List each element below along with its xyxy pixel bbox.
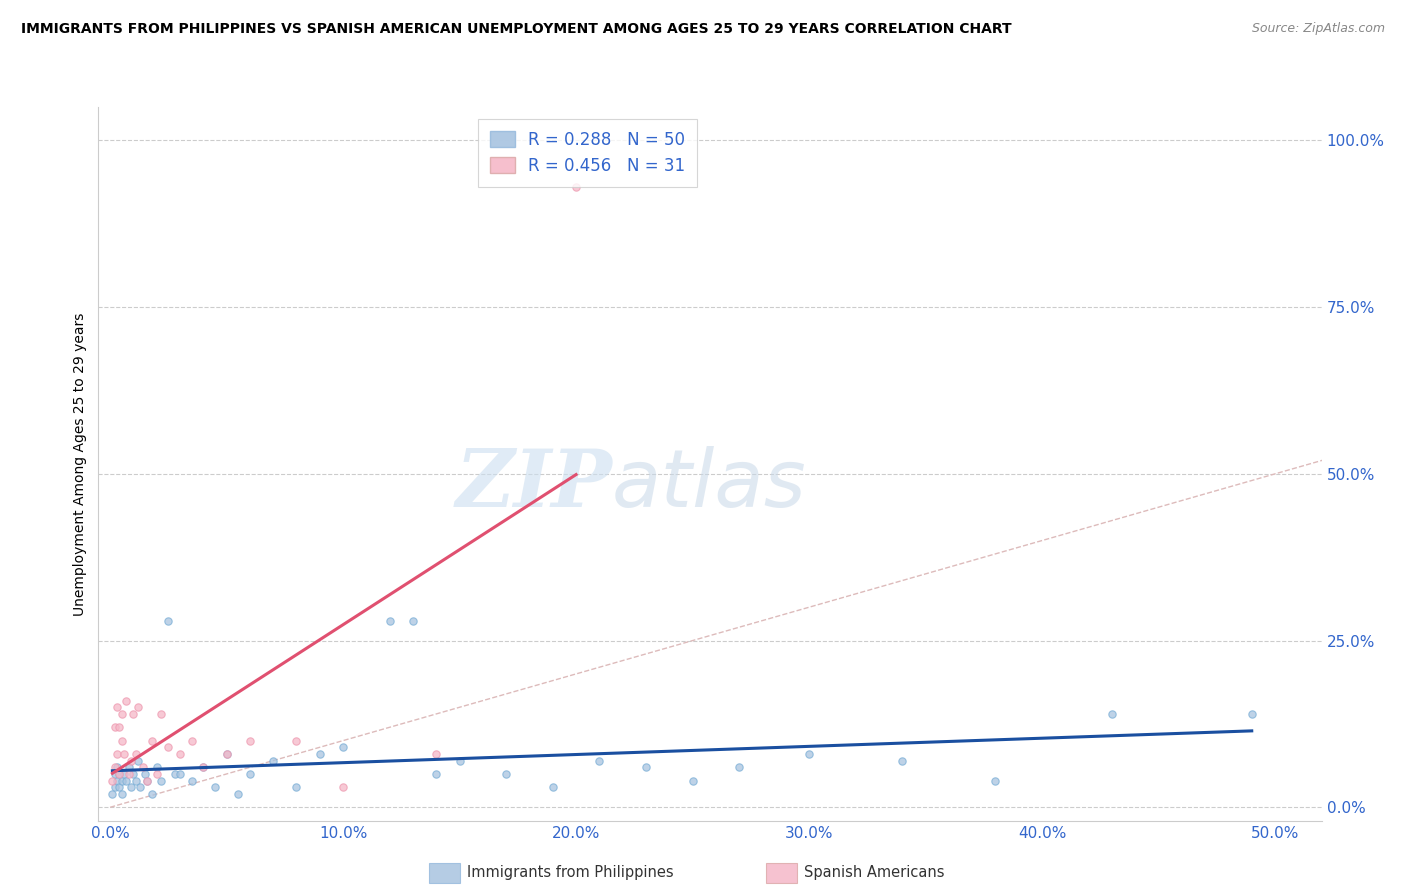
Point: [111, 706, 134, 721]
Point: [127, 754, 149, 768]
Point: [122, 767, 145, 781]
Point: [165, 767, 187, 781]
Point: [111, 733, 134, 747]
Point: [118, 760, 141, 774]
Point: [125, 747, 148, 761]
Point: [239, 767, 262, 781]
Point: [111, 773, 134, 788]
Point: [157, 740, 180, 755]
Point: [169, 767, 191, 781]
Point: [193, 760, 215, 774]
Point: [136, 773, 159, 788]
Point: [682, 773, 704, 788]
Point: [285, 780, 308, 795]
Point: [891, 754, 914, 768]
Point: [332, 780, 354, 795]
Point: [105, 773, 128, 788]
Point: [984, 773, 1007, 788]
Point: [239, 733, 262, 747]
Point: [495, 767, 517, 781]
Legend: R = 0.288   N = 50, R = 0.456   N = 31: R = 0.288 N = 50, R = 0.456 N = 31: [478, 119, 697, 186]
Point: [150, 773, 173, 788]
Point: [541, 780, 564, 795]
Point: [1101, 706, 1123, 721]
Point: [108, 720, 131, 734]
Point: [157, 614, 180, 628]
Text: Spanish Americans: Spanish Americans: [804, 865, 945, 880]
Point: [332, 740, 354, 755]
Point: [141, 787, 163, 801]
Point: [215, 747, 238, 761]
Point: [145, 767, 167, 781]
Point: [104, 767, 127, 781]
Point: [215, 747, 238, 761]
Point: [136, 773, 159, 788]
Point: [226, 787, 249, 801]
Point: [120, 780, 142, 795]
Point: [105, 747, 128, 761]
Point: [108, 780, 131, 795]
Point: [449, 754, 471, 768]
Point: [112, 767, 135, 781]
Point: [125, 773, 148, 788]
Text: ZIP: ZIP: [456, 447, 612, 524]
Point: [262, 754, 284, 768]
Point: [728, 760, 751, 774]
Point: [111, 787, 134, 801]
Point: [565, 180, 588, 194]
Point: [1240, 706, 1263, 721]
Point: [180, 773, 202, 788]
Point: [105, 700, 128, 714]
Point: [134, 767, 156, 781]
Point: [308, 747, 330, 761]
Point: [120, 754, 142, 768]
Point: [797, 747, 820, 761]
Point: [101, 787, 124, 801]
Point: [115, 693, 138, 707]
Point: [122, 706, 145, 721]
Point: [425, 767, 447, 781]
Point: [285, 733, 308, 747]
Point: [104, 780, 127, 795]
Point: [127, 700, 149, 714]
Point: [425, 747, 447, 761]
Text: IMMIGRANTS FROM PHILIPPINES VS SPANISH AMERICAN UNEMPLOYMENT AMONG AGES 25 TO 29: IMMIGRANTS FROM PHILIPPINES VS SPANISH A…: [21, 22, 1012, 37]
Point: [150, 706, 173, 721]
Point: [118, 767, 141, 781]
Point: [193, 760, 215, 774]
Point: [378, 614, 401, 628]
Point: [180, 733, 202, 747]
Point: [588, 754, 610, 768]
Point: [105, 760, 128, 774]
Point: [129, 780, 152, 795]
Point: [101, 773, 124, 788]
Point: [108, 767, 131, 781]
Point: [141, 733, 163, 747]
Point: [634, 760, 657, 774]
Text: Source: ZipAtlas.com: Source: ZipAtlas.com: [1251, 22, 1385, 36]
Point: [112, 747, 135, 761]
Y-axis label: Unemployment Among Ages 25 to 29 years: Unemployment Among Ages 25 to 29 years: [73, 312, 87, 615]
Point: [115, 773, 138, 788]
Point: [104, 720, 127, 734]
Point: [169, 747, 191, 761]
Point: [108, 767, 131, 781]
Point: [131, 760, 153, 774]
Point: [204, 780, 226, 795]
Text: atlas: atlas: [612, 446, 807, 524]
Point: [104, 760, 127, 774]
Point: [402, 614, 425, 628]
Text: Immigrants from Philippines: Immigrants from Philippines: [467, 865, 673, 880]
Point: [145, 760, 167, 774]
